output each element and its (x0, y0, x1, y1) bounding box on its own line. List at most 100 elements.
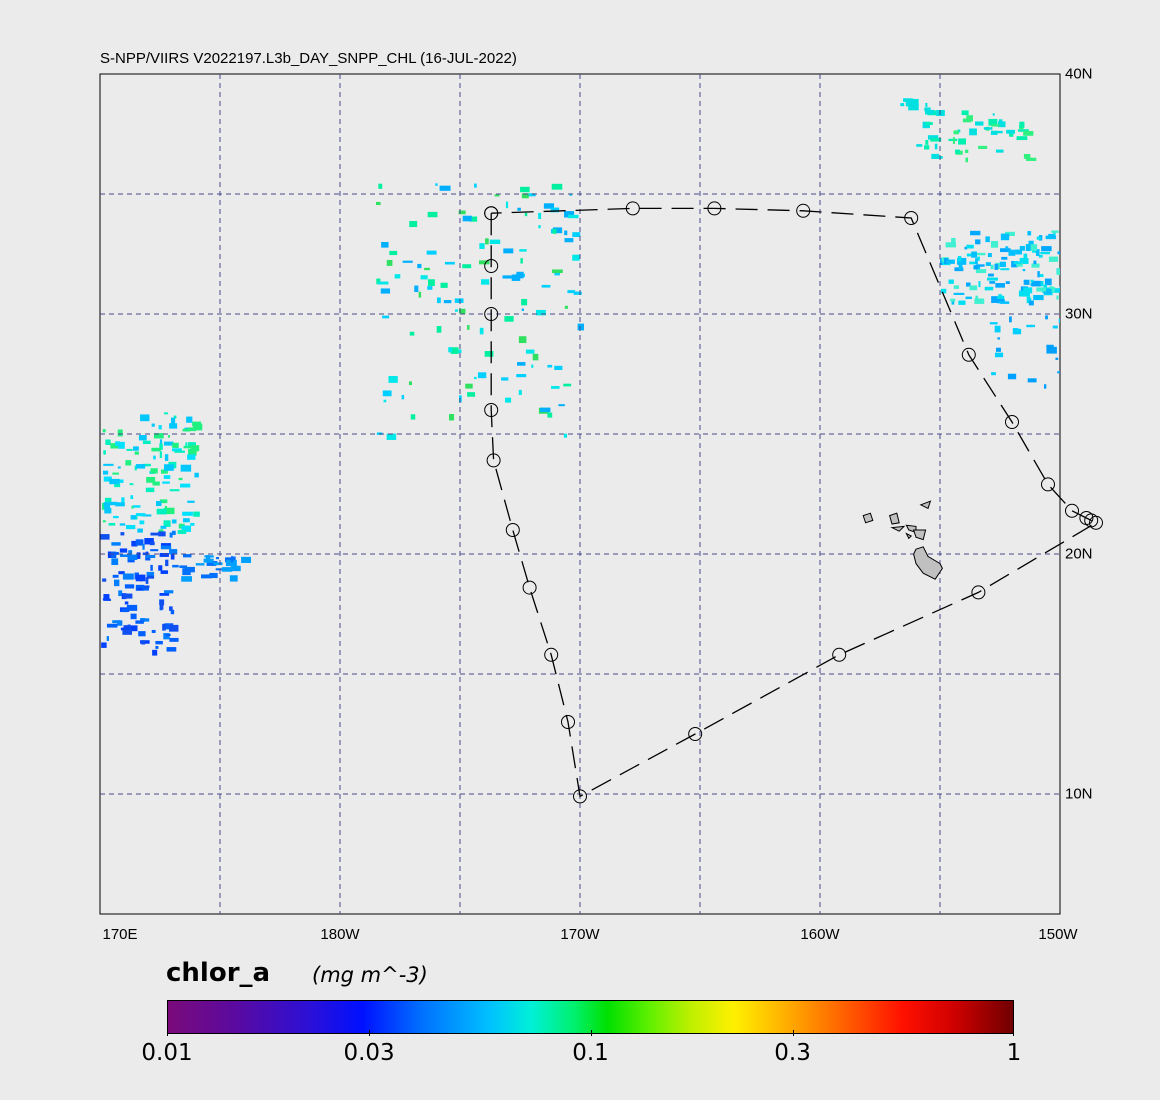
chlorophyll-pixel (924, 145, 930, 150)
chlorophyll-pixel (1036, 287, 1047, 292)
chlorophyll-pixel (520, 186, 530, 193)
chlorophyll-pixel (136, 552, 141, 559)
chlorophyll-pixel (467, 392, 476, 397)
station-marker (484, 307, 499, 321)
chlorophyll-pixel (503, 248, 514, 254)
chlorophyll-pixel (504, 316, 514, 322)
chlorophyll-pixel (151, 423, 155, 427)
chlorophyll-pixel (999, 261, 1006, 268)
chlorophyll-pixel (145, 577, 149, 584)
chlorophyll-pixel (138, 631, 146, 637)
chlorophyll-pixel (552, 227, 563, 234)
chlorophyll-pixel (924, 109, 935, 115)
station-marker (796, 203, 811, 218)
chlorophyll-pixel (1004, 231, 1015, 237)
chlorophyll-pixel (924, 107, 931, 112)
chlorophyll-pixel (134, 451, 139, 455)
chlorophyll-pixel (567, 290, 576, 294)
chlorophyll-pixel (572, 254, 580, 261)
chlorophyll-pixel (125, 460, 132, 466)
chlorophyll-pixel (159, 593, 170, 596)
chlorophyll-pixel (119, 523, 126, 526)
chlorophyll-pixel (957, 257, 967, 265)
chlorophyll-pixel (1053, 232, 1056, 239)
station-marker (484, 403, 499, 417)
lat-tick-label: 10N (1065, 785, 1093, 803)
colorbar-tick (369, 1030, 371, 1036)
chlorophyll-pixel (563, 433, 568, 438)
chlorophyll-pixel (479, 260, 490, 265)
chlorophyll-pixel (517, 362, 526, 366)
chlorophyll-pixel (994, 325, 1001, 333)
station-marker (625, 201, 640, 216)
chlorophyll-pixel (951, 299, 955, 305)
chlorophyll-pixel (119, 554, 131, 557)
chlorophyll-pixel (517, 207, 521, 211)
chlorophyll-pixel (505, 397, 512, 403)
chlorophyll-pixel (150, 532, 161, 536)
chlorophyll-pixel (163, 633, 170, 640)
chlorophyll-pixel (994, 296, 1005, 302)
chlorophyll-pixel (484, 351, 494, 357)
chlorophyll-pixel (1023, 131, 1034, 136)
chlorophyll-pixel (155, 645, 159, 649)
chlorophyll-pixel (465, 383, 473, 389)
chlorophyll-pixel (983, 127, 993, 130)
chlorophyll-pixel (135, 620, 144, 624)
chlorophyll-pixel (376, 201, 381, 206)
chlorophyll-pixel (1044, 278, 1052, 286)
chlorophyll-pixel (1027, 378, 1037, 383)
island-shape (862, 512, 874, 524)
chlorophyll-pixel (112, 472, 119, 475)
chlorophyll-pixel (108, 598, 112, 601)
station-marker (688, 727, 703, 741)
chlorophyll-pixel (131, 540, 138, 547)
chlorophyll-pixel (420, 275, 428, 280)
chlorophyll-pixel (142, 440, 151, 445)
chlorophyll-pixel (1022, 269, 1026, 272)
chlorophyll-pixel (1022, 291, 1030, 297)
chlorophyll-pixel (125, 525, 136, 530)
chlorophyll-pixel (1031, 280, 1041, 287)
chlorophyll-pixel (142, 543, 145, 550)
chlorophyll-pixel (502, 275, 512, 279)
chlorophyll-pixel (1056, 295, 1059, 300)
chlorophyll-pixel (991, 372, 996, 376)
chlorophyll-pixel (165, 633, 171, 637)
chlorophyll-pixel (1025, 244, 1031, 251)
chlorophyll-pixel (541, 284, 551, 288)
chlorophyll-pixel (162, 623, 166, 631)
chlorophyll-pixel (137, 528, 143, 533)
chlorophyll-pixel (454, 309, 459, 312)
chlorophyll-pixel (102, 578, 107, 582)
station-marker (1065, 503, 1079, 518)
chlorophyll-pixel (467, 325, 470, 330)
chlorophyll-pixel (1043, 288, 1052, 295)
colorbar-tick-label: 1 (1006, 1040, 1022, 1066)
chlorophyll-pixel (122, 629, 133, 635)
chlorophyll-pixel (164, 623, 174, 630)
chlorophyll-pixel (997, 295, 1005, 299)
chlorophyll-pixel (525, 349, 535, 354)
chlorophyll-pixel (564, 211, 575, 218)
chlorophyll-pixel (181, 576, 192, 582)
chlorophyll-pixel (414, 285, 419, 293)
chlorophyll-pixel (558, 404, 565, 407)
chlorophyll-pixel (992, 113, 995, 116)
chlorophyll-pixel (975, 258, 978, 264)
chlorophyll-pixel (998, 119, 1003, 123)
chlorophyll-pixel (141, 514, 152, 517)
chlorophyll-pixel (139, 520, 145, 525)
chlorophyll-pixel (122, 593, 133, 599)
chlorophyll-pixel (225, 557, 236, 563)
chlorophyll-pixel (957, 256, 962, 262)
chlorophyll-pixel (160, 570, 169, 574)
chlorophyll-pixel (435, 183, 438, 186)
chlorophyll-pixel (106, 623, 118, 628)
chlorophyll-pixel (485, 238, 489, 245)
chlorophyll-pixel (946, 259, 955, 264)
chlorophyll-pixel (1045, 235, 1057, 240)
chlorophyll-pixel (538, 225, 541, 229)
chlorophyll-pixel (439, 185, 451, 191)
chlorophyll-pixel (102, 429, 106, 433)
